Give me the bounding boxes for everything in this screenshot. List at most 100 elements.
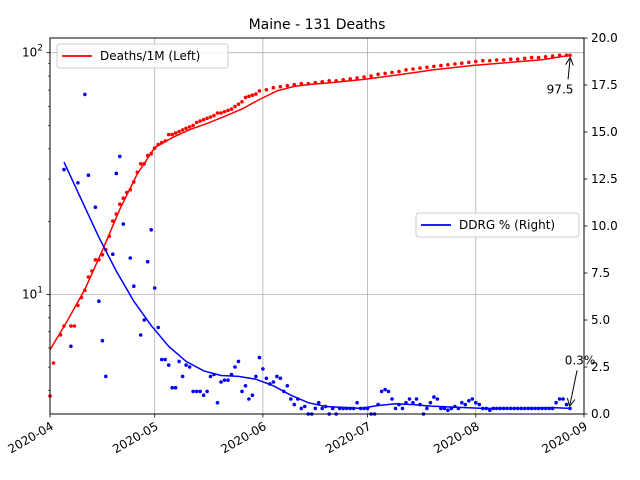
- deaths-data-point: [194, 120, 199, 125]
- deaths-data-point: [334, 79, 339, 83]
- deaths-data-point: [355, 76, 359, 80]
- ddrg-data-point: [275, 374, 279, 379]
- ddrg-data-point: [226, 378, 230, 383]
- ddrg-data-point: [460, 400, 464, 405]
- deaths-data-point: [411, 67, 415, 71]
- annotations: 97.5 0.3%: [547, 59, 595, 404]
- ddrg-data-point: [407, 397, 412, 401]
- ddrg-data-point: [215, 400, 220, 405]
- ddrg-data-point: [285, 384, 290, 388]
- annotation-arrow: [570, 370, 578, 404]
- ddrg-data-point: [121, 222, 126, 226]
- ddrg-data-point: [268, 382, 272, 386]
- deaths-data-point: [100, 252, 105, 257]
- ddrg-data-point: [550, 406, 555, 411]
- deaths-data-point: [229, 107, 234, 111]
- deaths-data-point: [285, 83, 290, 88]
- ddrg-data-point: [330, 406, 335, 411]
- deaths-trend-line: [49, 54, 571, 351]
- ddrg-data-point: [404, 400, 408, 405]
- ddrg-data-point: [505, 406, 510, 411]
- ddrg-data-point: [390, 397, 394, 401]
- y-left-tick-label: 102: [22, 44, 43, 60]
- ddrg-data-point: [508, 406, 513, 411]
- ddrg-data-point: [393, 406, 398, 411]
- deaths-data-point: [132, 180, 136, 184]
- ddrg-data-point: [397, 402, 401, 407]
- deaths-data-point: [226, 108, 230, 113]
- deaths-data-point: [508, 57, 513, 61]
- ddrg-data-point: [257, 355, 262, 360]
- y-left-tick-base: 10: [22, 46, 37, 60]
- ddrg-data-point: [501, 406, 506, 411]
- ddrg-data-point: [114, 171, 119, 176]
- deaths-data-point: [212, 113, 216, 118]
- ddrg-data-point: [187, 365, 192, 369]
- deaths-data-point: [222, 109, 227, 114]
- deaths-data-point: [236, 102, 241, 106]
- deaths-data-point: [138, 162, 143, 166]
- ddrg-data-point: [474, 400, 478, 405]
- legend-left-label: Deaths/1M (Left): [100, 49, 200, 63]
- deaths-data-point: [135, 170, 140, 175]
- y-right-tick-label: 10.0: [591, 219, 618, 233]
- ddrg-data-point: [177, 359, 181, 364]
- ddrg-data-point: [194, 389, 199, 394]
- deaths-data-point: [173, 131, 178, 135]
- deaths-data-point: [215, 111, 220, 115]
- ddrg-data-point: [212, 372, 216, 377]
- deaths-data-point: [72, 324, 77, 328]
- deaths-data-point: [348, 77, 353, 81]
- ddrg-data-point: [316, 400, 321, 405]
- ddrg-data-point: [138, 333, 143, 337]
- deaths-data-point: [278, 84, 283, 89]
- deaths-data-point: [327, 79, 332, 83]
- ddrg-data-point: [386, 389, 391, 394]
- series-layer: [48, 53, 572, 416]
- ddrg-data-point: [156, 325, 160, 330]
- deaths-data-point: [166, 132, 171, 137]
- deaths-data-point: [156, 142, 160, 147]
- deaths-data-point: [467, 60, 471, 65]
- ddrg-data-point: [470, 397, 475, 401]
- ddrg-data-point: [229, 372, 234, 377]
- ddrg-data-point: [76, 181, 80, 185]
- ddrg-data-point: [449, 406, 454, 411]
- ddrg-data-point: [93, 205, 98, 209]
- y-left-tick-exponent: 1: [37, 285, 43, 295]
- deaths-data-point: [177, 129, 181, 134]
- deaths-data-point: [83, 288, 87, 293]
- ddrg-data-point: [446, 408, 450, 413]
- ddrg-data-point: [561, 397, 565, 401]
- y-right-tick-label: 15.0: [591, 125, 618, 139]
- deaths-data-point: [522, 56, 527, 61]
- ddrg-data-point: [132, 284, 136, 289]
- deaths-data-point: [568, 53, 572, 58]
- deaths-data-point: [529, 55, 534, 60]
- ddrg-data-point: [533, 406, 537, 411]
- ddrg-data-point: [557, 397, 562, 401]
- deaths-data-point: [111, 219, 115, 223]
- deaths-data-point: [383, 71, 387, 76]
- ddrg-data-point: [289, 397, 293, 401]
- ddrg-data-point: [118, 154, 122, 159]
- deaths-data-point: [474, 59, 478, 64]
- ddrg-data-point: [128, 256, 133, 260]
- deaths-data-point: [341, 78, 346, 82]
- y-right-tick-label: 20.0: [591, 31, 618, 45]
- ddrg-data-point: [554, 400, 558, 405]
- deaths-data-point: [205, 116, 209, 121]
- ddrg-data-point: [201, 393, 206, 398]
- ddrg-data-point: [173, 385, 178, 390]
- ddrg-data-point: [152, 286, 157, 290]
- ddrg-data-point: [519, 406, 523, 411]
- deaths-data-point: [432, 64, 436, 69]
- deaths-data-point: [397, 69, 401, 74]
- ddrg-data-point: [278, 376, 283, 381]
- ddrg-data-point: [166, 363, 171, 367]
- ddrg-data-point: [282, 389, 286, 394]
- annotation-label: 97.5: [547, 82, 574, 96]
- deaths-data-point: [313, 80, 318, 85]
- y-right-axis: 0.0 2.5 5.0 7.5 10.0 12.5 15.0 17.5 20.0: [584, 31, 618, 421]
- ddrg-data-point: [432, 395, 436, 399]
